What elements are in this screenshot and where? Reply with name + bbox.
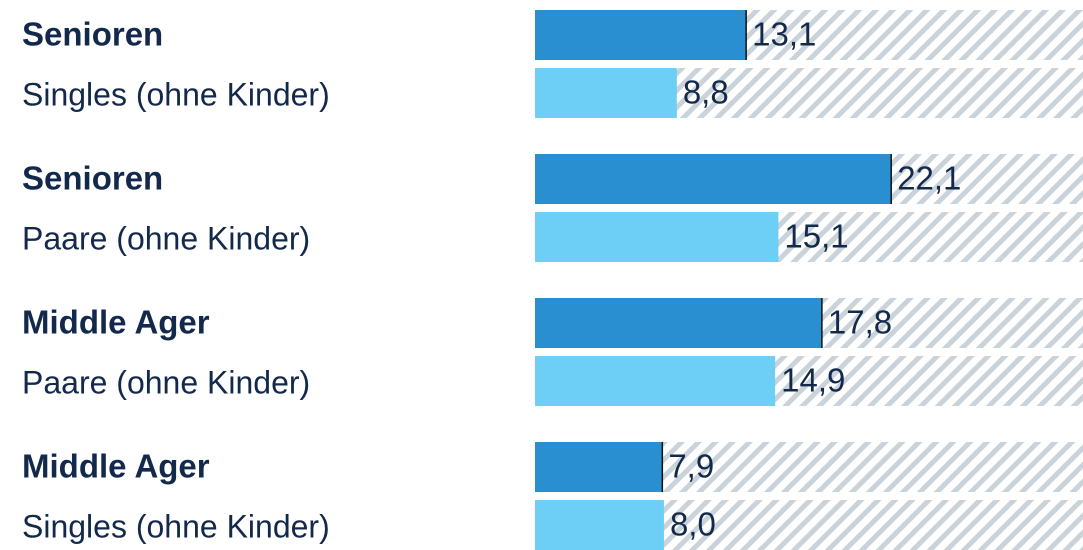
bar <box>535 10 747 60</box>
value-label: 8,0 <box>670 506 716 543</box>
category-sub-label: Paare (ohne Kinder) <box>22 220 310 256</box>
category-group-label: Senioren <box>22 16 163 53</box>
value-label: 22,1 <box>897 160 961 197</box>
value-label: 7,9 <box>668 448 714 485</box>
value-label: 15,1 <box>784 218 848 255</box>
bar <box>535 356 776 406</box>
bar <box>535 442 663 492</box>
category-group-label: Senioren <box>22 160 163 197</box>
bar <box>535 298 822 348</box>
category-group-label: Middle Ager <box>22 448 210 485</box>
category-sub-label: Singles (ohne Kinder) <box>22 508 330 544</box>
value-label: 14,9 <box>781 362 845 399</box>
value-label: 17,8 <box>828 304 892 341</box>
value-label: 13,1 <box>752 16 816 53</box>
bar <box>535 500 664 550</box>
category-sub-label: Paare (ohne Kinder) <box>22 364 310 400</box>
bar <box>535 212 779 262</box>
bar <box>535 154 892 204</box>
category-group-label: Middle Ager <box>22 304 210 341</box>
category-sub-label: Singles (ohne Kinder) <box>22 76 330 112</box>
bar <box>535 68 677 118</box>
value-label: 8,8 <box>683 74 729 111</box>
